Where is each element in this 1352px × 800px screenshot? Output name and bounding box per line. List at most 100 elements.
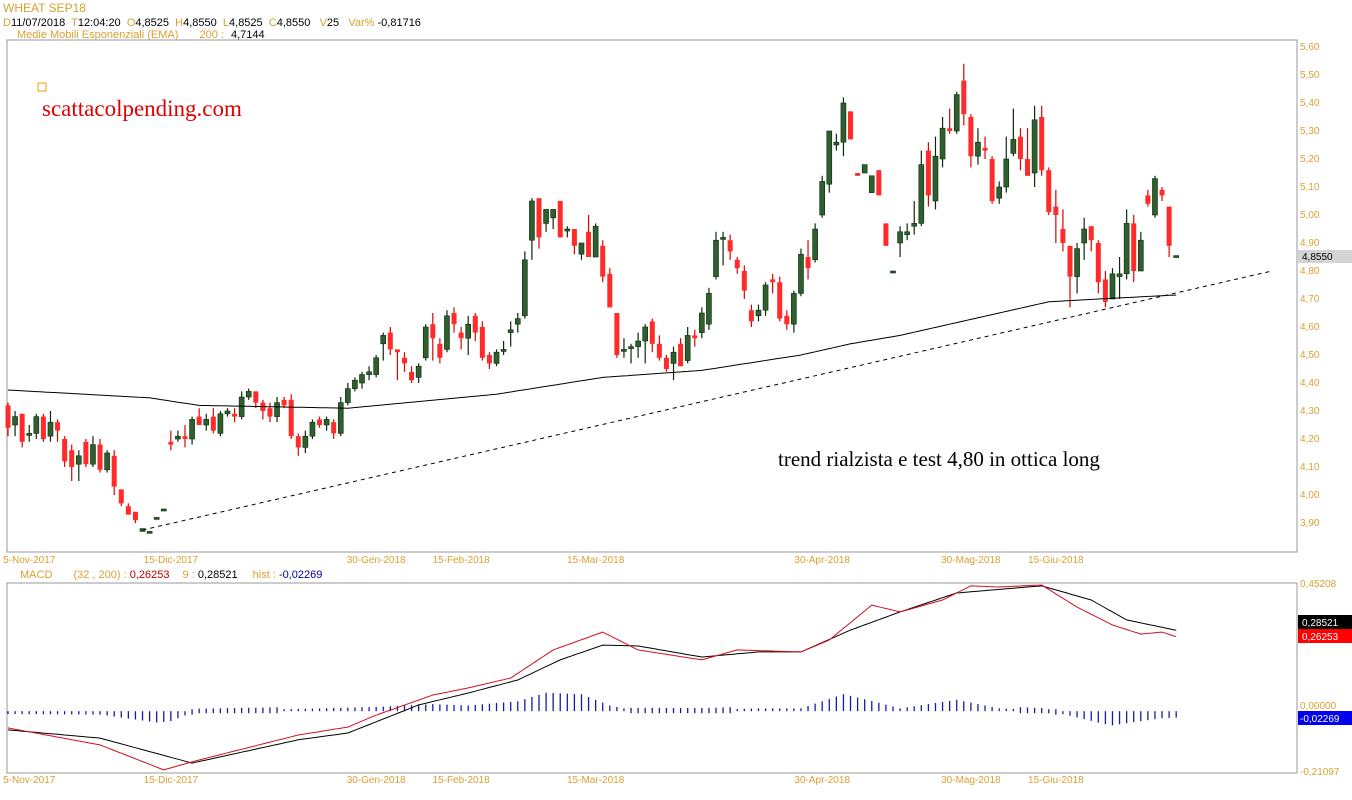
candle-body <box>868 175 875 193</box>
bearish-candle <box>663 355 669 372</box>
bearish-candle <box>536 198 542 249</box>
bearish-candle <box>5 402 11 437</box>
candle-body <box>684 335 691 361</box>
bullish-candle <box>380 332 387 361</box>
bullish-candle <box>245 388 252 400</box>
candle-body <box>628 346 634 349</box>
candle-body <box>762 284 769 311</box>
candle-body <box>1116 273 1123 277</box>
candle-body <box>876 170 882 196</box>
bearish-candle <box>1067 245 1073 308</box>
candle-body <box>1145 195 1151 204</box>
close-value: 4,8550 <box>276 17 311 29</box>
price-tick-label: 5,10 <box>1300 182 1320 193</box>
date-tick-label: 15-Mar-2018 <box>567 775 625 786</box>
bullish-candle <box>953 91 960 134</box>
candle-body <box>770 279 776 283</box>
ema-label: Medie Mobili Esponenziali (EMA) <box>17 29 179 41</box>
bullish-candle <box>274 397 280 423</box>
candle-body <box>1159 189 1165 196</box>
bearish-candle <box>182 425 188 448</box>
macd-legend: MACD (32 , 200) : 0,26253 9 : 0,28521 hi… <box>20 569 322 582</box>
candle-body <box>5 405 11 428</box>
bullish-candle <box>302 430 309 453</box>
bullish-candle <box>578 242 585 260</box>
macd-line <box>7 584 1177 771</box>
date-tick-label: 15-Feb-2018 <box>432 555 490 566</box>
bullish-candle <box>762 282 769 316</box>
candle-body <box>281 399 287 406</box>
candle-body <box>1138 239 1144 272</box>
candle-body <box>571 229 577 246</box>
candle-body <box>1010 139 1017 154</box>
bearish-candle <box>968 114 974 168</box>
candle-body <box>1102 279 1108 302</box>
candle-body <box>69 450 75 467</box>
bearish-candle <box>1102 271 1108 308</box>
candle-body <box>1067 245 1073 277</box>
candle-body <box>564 228 571 232</box>
candle-body <box>1081 228 1087 244</box>
bullish-candle <box>791 290 797 333</box>
bullish-candle <box>12 411 18 437</box>
bullish-candle <box>160 508 167 512</box>
candle-body <box>317 419 323 425</box>
bullish-candle <box>833 133 840 151</box>
candle-body <box>458 332 464 339</box>
candle-body <box>352 379 358 389</box>
bullish-candle <box>1123 209 1130 280</box>
candle-body <box>833 141 840 146</box>
candle-body <box>514 318 521 325</box>
bearish-candle <box>678 338 684 367</box>
hist-last-label: -0,02269 <box>1298 711 1352 725</box>
candle-body <box>1123 223 1130 275</box>
bearish-candle <box>557 201 563 238</box>
bullish-candle <box>33 413 40 439</box>
ema-period: 200 : <box>199 29 224 41</box>
bearish-candle <box>784 310 790 330</box>
bullish-candle <box>699 307 705 339</box>
bullish-candle <box>337 397 344 437</box>
candle-body <box>409 371 415 381</box>
candle-body <box>507 329 514 333</box>
bullish-candle <box>238 391 245 420</box>
candle-body <box>40 416 46 439</box>
bullish-candle <box>153 517 160 520</box>
bearish-candle <box>1046 167 1052 215</box>
bullish-candle <box>366 366 372 381</box>
bullish-candle <box>1116 257 1123 299</box>
candle-body <box>670 351 677 364</box>
bullish-candle <box>713 231 719 280</box>
bullish-candle <box>1003 136 1010 193</box>
candle-body <box>529 200 535 241</box>
bearish-candle <box>97 439 103 473</box>
candle-body <box>932 155 939 202</box>
candle-body <box>118 489 124 504</box>
bearish-candle <box>1095 240 1101 294</box>
candle-body <box>522 259 528 317</box>
bullish-candle <box>564 226 571 238</box>
candle-body <box>479 327 485 358</box>
bearish-candle <box>961 63 967 126</box>
candle-body <box>359 374 365 384</box>
candle-body <box>182 436 188 439</box>
bearish-candle <box>656 335 662 361</box>
candle-body <box>649 321 655 344</box>
candle-body <box>500 349 507 352</box>
candle-body <box>331 422 337 434</box>
candle-body <box>904 231 910 235</box>
candle-body <box>578 242 585 255</box>
bearish-candle <box>727 234 733 260</box>
bearish-candle <box>876 170 882 196</box>
bullish-candle <box>47 411 54 442</box>
bullish-candle <box>812 223 818 263</box>
hist-value: -0,02269 <box>278 569 323 581</box>
ema-value: 4,7144 <box>231 29 265 41</box>
bullish-candle <box>911 201 918 235</box>
signal-last-value: 0,28521 <box>1302 618 1339 629</box>
candle-body <box>210 416 216 431</box>
bullish-candle <box>1109 268 1116 300</box>
candle-body <box>90 444 96 465</box>
bullish-candle <box>522 251 528 319</box>
